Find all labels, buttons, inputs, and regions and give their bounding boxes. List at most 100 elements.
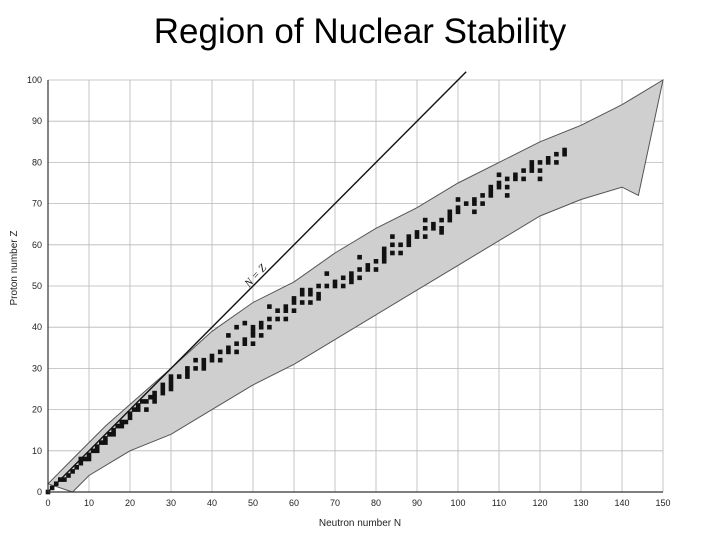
stable-nuclide-point — [66, 473, 71, 478]
stable-nuclide-point — [94, 444, 100, 449]
stable-nuclide-point — [439, 217, 444, 223]
stable-nuclide-point — [115, 423, 120, 429]
x-tick-label: 120 — [532, 498, 547, 508]
stable-nuclide-point — [58, 477, 63, 482]
stable-nuclide-point — [131, 407, 137, 412]
y-tick-label: 70 — [32, 199, 42, 209]
stable-nuclide-point — [250, 341, 256, 346]
stable-nuclide-point — [242, 341, 248, 346]
stable-nuclide-point — [82, 456, 88, 462]
stable-nuclide-point — [250, 324, 256, 330]
stable-nuclide-point — [496, 180, 502, 186]
x-tick-label: 140 — [614, 498, 629, 508]
stable-nuclide-point — [160, 390, 166, 396]
stable-nuclide-point — [250, 329, 256, 334]
stable-nuclide-point — [390, 242, 395, 248]
stable-nuclide-point — [414, 234, 420, 239]
stable-nuclide-point — [267, 304, 272, 309]
stable-nuclide-point — [258, 333, 264, 338]
stable-nuclide-point — [472, 201, 477, 206]
stable-nuclide-point — [90, 448, 96, 454]
stable-nuclide-point — [168, 386, 174, 392]
stable-nuclide-point — [201, 357, 207, 363]
stable-nuclide-point — [349, 279, 354, 285]
stable-nuclide-point — [373, 259, 379, 264]
n-equals-z-line — [47, 71, 467, 493]
stable-nuclide-point — [472, 209, 477, 215]
stable-nuclide-point — [140, 399, 145, 404]
stable-nuclide-point — [357, 254, 362, 260]
stable-nuclide-point — [316, 283, 321, 289]
stable-nuclide-point — [554, 160, 559, 165]
stable-nuclide-point — [107, 432, 112, 437]
stable-nuclide-point — [422, 226, 428, 231]
stable-nuclide-point — [201, 362, 207, 367]
stable-nuclide-point — [152, 399, 157, 404]
stable-nuclide-point — [226, 345, 231, 351]
stable-nuclide-point — [291, 308, 297, 313]
y-tick-label: 40 — [32, 322, 42, 332]
stable-nuclide-point — [422, 217, 428, 223]
stable-nuclide-point — [168, 378, 174, 384]
stable-nuclide-point — [78, 460, 84, 466]
stable-nuclide-point — [422, 234, 428, 239]
stable-nuclide-point — [340, 283, 346, 289]
stable-nuclide-point — [414, 230, 420, 235]
stable-nuclide-point — [537, 160, 543, 165]
x-tick-label: 10 — [84, 498, 94, 508]
stable-nuclide-point — [308, 291, 313, 297]
stable-nuclide-point — [537, 176, 543, 182]
stable-nuclide-point — [267, 324, 272, 330]
x-tick-label: 40 — [207, 498, 217, 508]
stable-nuclide-point — [193, 366, 198, 371]
stable-nuclide-point — [299, 287, 305, 293]
stable-nuclide-point — [381, 259, 387, 264]
stable-nuclide-point — [299, 291, 305, 297]
stable-nuclide-point — [119, 419, 125, 425]
stable-nuclide-point — [152, 390, 157, 396]
stable-nuclide-point — [447, 209, 453, 215]
stable-nuclide-point — [103, 436, 108, 441]
stable-nuclide-point — [488, 188, 494, 194]
y-tick-label: 100 — [27, 75, 42, 85]
stable-nuclide-point — [340, 275, 346, 281]
y-tick-label: 10 — [32, 446, 42, 456]
stable-nuclide-point — [529, 164, 535, 169]
tick-labels: 0 10 20 30 40 50 60 70 80 90 100 110 120 130 140 150 0 10… — [27, 75, 671, 508]
stable-nuclide-point — [496, 184, 502, 190]
stable-nuclide-point — [217, 357, 223, 363]
stable-nuclide-point — [234, 349, 239, 355]
stable-nuclide-point — [455, 205, 461, 210]
stable-nuclide-point — [365, 267, 371, 272]
stable-nuclide-point — [472, 197, 477, 202]
stable-nuclide-point — [144, 407, 149, 412]
stable-nuclide-point — [529, 168, 535, 173]
stable-nuclide-point — [332, 283, 338, 289]
x-tick-label: 100 — [450, 498, 465, 508]
x-tick-label: 70 — [330, 498, 340, 508]
stable-nuclide-point — [127, 411, 133, 416]
x-tick-label: 110 — [492, 498, 506, 508]
stable-nuclide-point — [398, 242, 403, 248]
stable-nuclide-point — [176, 374, 182, 379]
stable-nuclide-point — [513, 172, 518, 178]
stable-nuclide-point — [185, 370, 190, 375]
stable-nuclide-point — [185, 366, 190, 371]
axes — [47, 80, 663, 493]
stable-nuclide-point — [480, 201, 485, 206]
x-tick-label: 50 — [248, 498, 258, 508]
stable-nuclide-point — [193, 357, 198, 363]
stable-nuclide-point — [431, 226, 436, 231]
stable-nuclide-point — [480, 193, 485, 198]
stable-nuclide-point — [349, 275, 354, 281]
y-axis-label: Proton number Z — [9, 230, 20, 305]
stable-nuclide-point — [349, 271, 354, 276]
stable-nuclide-point — [168, 374, 174, 379]
stable-nuclide-point — [152, 394, 157, 400]
stable-nuclide-point — [78, 456, 84, 462]
stable-nuclide-point — [439, 226, 444, 231]
stable-nuclide-point — [267, 316, 272, 322]
stable-nuclide-point — [529, 160, 535, 165]
stable-nuclide-point — [504, 184, 510, 190]
stable-nuclide-point — [291, 296, 297, 301]
